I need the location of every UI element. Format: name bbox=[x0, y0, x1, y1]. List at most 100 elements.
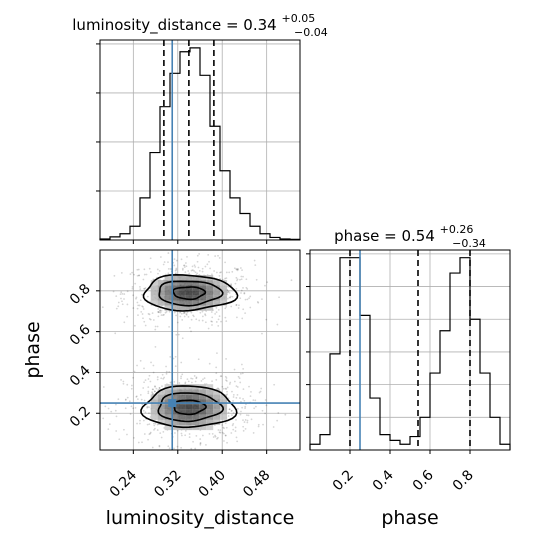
density-cell bbox=[199, 399, 207, 405]
sample-point bbox=[236, 268, 239, 270]
sample-point bbox=[150, 361, 152, 364]
density-cell bbox=[178, 399, 186, 405]
density-cell bbox=[164, 409, 172, 415]
density-cell bbox=[164, 275, 172, 281]
sample-point bbox=[219, 431, 222, 434]
sample-point bbox=[205, 443, 207, 446]
density-cell bbox=[192, 425, 200, 431]
sample-point bbox=[148, 423, 151, 426]
sample-point bbox=[131, 286, 134, 288]
density-cell bbox=[157, 300, 165, 306]
sample-point bbox=[190, 377, 192, 380]
sample-point bbox=[151, 391, 153, 394]
density-cell bbox=[213, 409, 221, 415]
sample-point bbox=[199, 442, 202, 444]
title-phase-sub: −0.34 bbox=[452, 237, 486, 250]
sample-point bbox=[227, 291, 229, 293]
density-cell bbox=[178, 409, 186, 415]
density-cell bbox=[171, 285, 179, 291]
density-cell bbox=[199, 295, 207, 301]
density-cell bbox=[192, 409, 200, 415]
sample-point bbox=[191, 377, 194, 380]
sample-point bbox=[204, 314, 207, 317]
sample-point bbox=[139, 422, 141, 425]
sample-point bbox=[261, 409, 264, 412]
sample-point bbox=[232, 412, 235, 414]
sample-point bbox=[248, 385, 250, 388]
sample-point bbox=[235, 436, 238, 439]
density-cell bbox=[192, 275, 200, 281]
sample-point bbox=[216, 352, 218, 355]
sample-point bbox=[217, 308, 220, 311]
sample-point bbox=[222, 432, 225, 435]
sample-point bbox=[233, 267, 236, 270]
sample-point bbox=[230, 305, 233, 308]
sample-point bbox=[188, 272, 191, 275]
sample-point bbox=[240, 400, 242, 403]
sample-point bbox=[108, 423, 111, 426]
sample-point bbox=[154, 386, 156, 388]
sample-point bbox=[142, 409, 145, 412]
sample-point bbox=[136, 307, 139, 310]
sample-point bbox=[239, 397, 241, 399]
sample-point bbox=[148, 406, 150, 409]
sample-point bbox=[141, 293, 143, 296]
sample-point bbox=[151, 446, 154, 449]
sample-point bbox=[173, 311, 176, 314]
sample-point bbox=[159, 432, 162, 435]
contour-lines bbox=[140, 273, 239, 429]
sample-point bbox=[160, 436, 163, 439]
density-cell bbox=[157, 285, 165, 291]
density-cell bbox=[206, 425, 214, 431]
sample-point bbox=[183, 266, 186, 269]
sample-point bbox=[158, 387, 161, 389]
sample-point bbox=[117, 398, 120, 401]
sample-point bbox=[257, 423, 260, 426]
sample-point bbox=[208, 260, 210, 263]
sample-point bbox=[236, 394, 239, 396]
sample-point bbox=[156, 268, 159, 271]
sample-point bbox=[218, 431, 221, 434]
sample-point bbox=[235, 316, 238, 319]
sample-point bbox=[239, 372, 242, 375]
x-tick-label: 0.40 bbox=[196, 467, 229, 500]
density-cell bbox=[185, 280, 193, 286]
sample-point bbox=[167, 272, 170, 275]
sample-point bbox=[217, 436, 219, 439]
sample-point bbox=[117, 301, 120, 304]
sample-point bbox=[174, 355, 177, 358]
sample-point bbox=[177, 333, 180, 336]
sample-point bbox=[115, 307, 118, 310]
sample-point bbox=[194, 271, 197, 274]
sample-point bbox=[239, 381, 242, 384]
sample-point bbox=[207, 253, 210, 256]
sample-point bbox=[194, 380, 197, 383]
sample-point bbox=[147, 378, 150, 380]
sample-point bbox=[243, 292, 246, 295]
sample-point bbox=[241, 372, 244, 375]
sample-point bbox=[241, 317, 244, 320]
sample-point bbox=[144, 379, 147, 382]
density-cell bbox=[171, 275, 179, 281]
sample-point bbox=[126, 315, 129, 318]
sample-point bbox=[232, 400, 234, 402]
sample-point bbox=[130, 384, 133, 387]
density-cell bbox=[164, 300, 172, 306]
sample-point bbox=[219, 271, 221, 274]
density-cell bbox=[206, 300, 214, 306]
sample-point bbox=[160, 314, 163, 317]
sample-point bbox=[179, 315, 182, 318]
sample-point bbox=[107, 428, 110, 431]
density-cell bbox=[150, 399, 158, 405]
sample-point bbox=[198, 319, 201, 322]
panel-2d-luminosity-distance-phase: 0.24 0.32 0.40 0.48 0.2 0.4 0.6 0.8 luminosity_… bbox=[22, 249, 301, 529]
sample-point bbox=[143, 399, 146, 402]
sample-point bbox=[235, 304, 238, 306]
sample-point bbox=[193, 264, 196, 267]
sample-point bbox=[217, 254, 219, 257]
sample-point bbox=[218, 315, 221, 318]
sample-point bbox=[235, 385, 238, 388]
contour-line bbox=[158, 280, 224, 307]
sample-point bbox=[248, 297, 250, 300]
sample-point bbox=[277, 412, 280, 414]
